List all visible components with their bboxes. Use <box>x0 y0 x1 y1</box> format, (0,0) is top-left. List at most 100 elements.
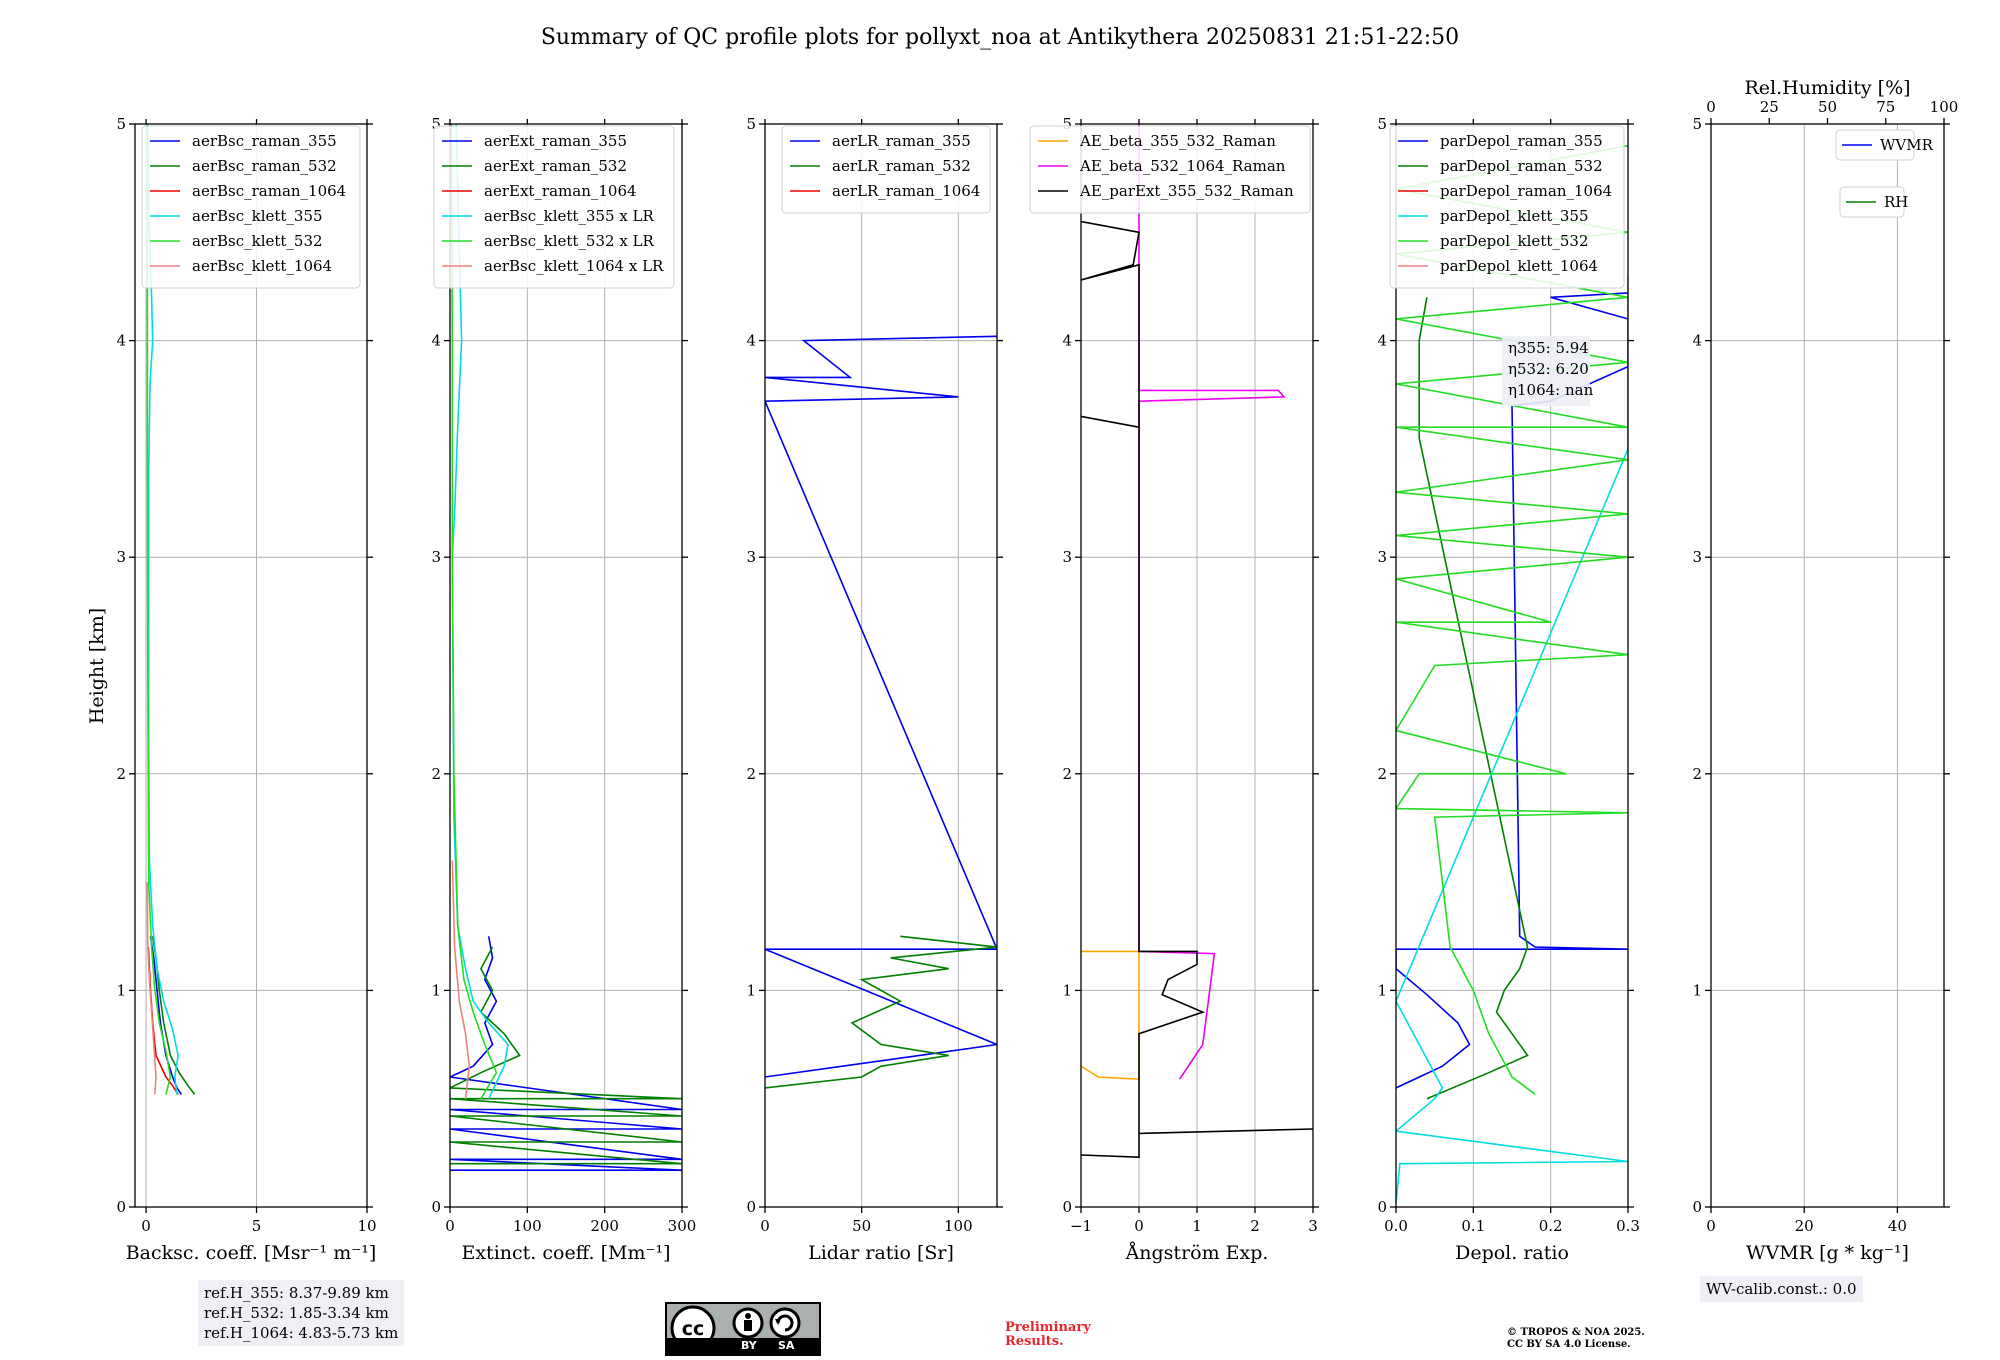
x-tick-label: 300 <box>668 1217 697 1235</box>
eta-annotation-box <box>1502 336 1590 406</box>
legend-box <box>433 125 675 289</box>
x-tick-label: 0.2 <box>1539 1217 1563 1235</box>
legend-entry: aerExt_raman_355 <box>484 132 627 150</box>
y-tick-label: 4 <box>1062 332 1072 350</box>
y-tick-label: 1 <box>431 981 441 999</box>
cc-icon: cc <box>670 1305 716 1338</box>
x-axis-label: Depol. ratio <box>1455 1242 1569 1264</box>
legend-box <box>1835 129 1915 161</box>
legend-entry: aerExt_raman_1064 <box>484 182 637 200</box>
axes-frame <box>1395 123 1629 1208</box>
legend-entry: parDepol_raman_532 <box>1440 157 1603 175</box>
legend-entry: parDepol_klett_1064 <box>1440 257 1598 275</box>
preliminary-line-2: Results. <box>1005 1334 1064 1349</box>
top-tick-label: 25 <box>1760 98 1779 116</box>
y-tick-label: 3 <box>116 548 126 566</box>
x-axis-label: Ångström Exp. <box>1125 1242 1269 1264</box>
y-tick-label: 1 <box>1377 981 1387 999</box>
series-line-aerbsc-klett-1064-x-lr <box>451 860 471 1099</box>
preliminary-note: Preliminary Results. <box>1005 1321 1091 1349</box>
legend-entry: aerBsc_klett_355 x LR <box>484 207 655 225</box>
y-tick-label: 1 <box>1062 981 1072 999</box>
y-tick-label: 3 <box>746 548 756 566</box>
legend-entry: aerLR_raman_355 <box>832 132 971 150</box>
cc-by-sa-badge: cc BY SA <box>665 1302 821 1356</box>
legend-entry: aerExt_raman_532 <box>484 157 627 175</box>
y-tick-label: 2 <box>1692 765 1702 783</box>
top-tick-label: 100 <box>1930 98 1959 116</box>
panel-lr: 0 50 100 0 1 2 3 4 5 Lidar ratio [Sr] aerLR_raman_… <box>746 115 1003 1264</box>
cc-by-label: BY <box>741 1339 757 1352</box>
x-tick-label: 0 <box>1134 1217 1144 1235</box>
legend-entry: aerBsc_klett_532 <box>192 232 323 250</box>
y-tick-label: 5 <box>431 115 441 133</box>
y-axis-label: Height [km] <box>86 608 108 724</box>
x-tick-label: 100 <box>513 1217 542 1235</box>
y-tick-label: 0 <box>1692 1198 1702 1216</box>
y-tick-label: 1 <box>1692 981 1702 999</box>
series-line-aerext-raman-532 <box>450 946 682 1165</box>
ref-height-1064: ref.H_1064: 4.83-5.73 km <box>204 1324 399 1342</box>
series-line-pardepol-klett-532 <box>1396 144 1628 1096</box>
legend-box <box>1389 125 1625 289</box>
legend-entry: parDepol_klett_532 <box>1440 232 1589 250</box>
x-tick-label: 10 <box>357 1217 376 1235</box>
legend-box <box>1029 125 1311 214</box>
y-tick-label: 3 <box>1377 548 1387 566</box>
y-tick-label: 4 <box>746 332 756 350</box>
x-tick-label: 1 <box>1192 1217 1202 1235</box>
y-tick-label: 0 <box>116 1198 126 1216</box>
series-line-aerext-raman-355 <box>450 936 682 1171</box>
legend-entry: parDepol_raman_1064 <box>1440 182 1612 200</box>
x-tick-label: 3 <box>1308 1217 1318 1235</box>
y-tick-label: 0 <box>1062 1198 1072 1216</box>
wv-calib-box: WV-calib.const.: 0.0 <box>1700 1276 1863 1302</box>
y-tick-label: 1 <box>116 981 126 999</box>
axes-frame <box>134 123 368 1208</box>
legend-entry: aerBsc_klett_532 x LR <box>484 232 655 250</box>
top-tick-label: 75 <box>1876 98 1895 116</box>
y-tick-label: 0 <box>1377 1198 1387 1216</box>
y-tick-label: 3 <box>1692 548 1702 566</box>
panel-wv: 0 20 40 0 1 2 3 4 5 WVMR [g * kg⁻¹] 0 25 50 75 100 Rel.… <box>1692 77 1958 1264</box>
x-axis-label: WVMR [g * kg⁻¹] <box>1746 1242 1909 1264</box>
y-tick-label: 4 <box>116 332 126 350</box>
legend-entry: WVMR <box>1880 136 1934 154</box>
copyright-note: © TROPOS & NOA 2025. CC BY SA 4.0 Licens… <box>1507 1327 1645 1351</box>
y-tick-label: 4 <box>1692 332 1702 350</box>
series-line-pardepol-raman-355 <box>1396 292 1628 1089</box>
x-tick-label: 200 <box>590 1217 619 1235</box>
preliminary-line-1: Preliminary <box>1005 1320 1091 1335</box>
eta-annotation: η1064: nan <box>1508 381 1594 399</box>
panel-ext: 0 100 200 300 0 1 2 3 4 5 Extinct. coeff. [Mm⁻¹] ae… <box>431 115 696 1264</box>
legend-entry: aerBsc_klett_1064 x LR <box>484 257 664 275</box>
legend-entry: parDepol_raman_355 <box>1440 132 1603 150</box>
x-tick-label: 0 <box>141 1217 151 1235</box>
legend-entry: aerBsc_raman_355 <box>192 132 337 150</box>
wv-calib-const: WV-calib.const.: 0.0 <box>1706 1280 1857 1298</box>
series-line-aerbsc-klett-532-x-lr <box>450 124 498 1100</box>
legend-entry: aerLR_raman_532 <box>832 157 971 175</box>
legend-entry: aerBsc_klett_1064 <box>192 257 332 275</box>
series-line-pardepol-klett-355 <box>1396 275 1628 1203</box>
legend-entry: AE_parExt_355_532_Raman <box>1079 182 1294 200</box>
y-tick-label: 0 <box>431 1198 441 1216</box>
copyright-line-1: © TROPOS & NOA 2025. <box>1507 1327 1645 1338</box>
series-line-aerlr-raman-355 <box>765 335 997 1078</box>
y-tick-label: 5 <box>746 115 756 133</box>
series-line-ae-parext-355-532-raman <box>1081 220 1313 1159</box>
y-tick-label: 3 <box>431 548 441 566</box>
y-tick-label: 0 <box>746 1198 756 1216</box>
y-tick-label: 5 <box>1692 115 1702 133</box>
sa-icon <box>769 1307 801 1338</box>
y-tick-label: 5 <box>1062 115 1072 133</box>
cc-sa-label: SA <box>778 1339 795 1352</box>
series-line-ae-beta-532-1064-raman <box>1138 124 1286 1080</box>
y-tick-label: 1 <box>746 981 756 999</box>
legend-entry: aerBsc_raman_532 <box>192 157 337 175</box>
reference-height-box: ref.H_355: 8.37-9.89 km ref.H_532: 1.85-… <box>198 1280 405 1346</box>
y-tick-label: 5 <box>116 115 126 133</box>
legend-entry: RH <box>1884 193 1908 211</box>
